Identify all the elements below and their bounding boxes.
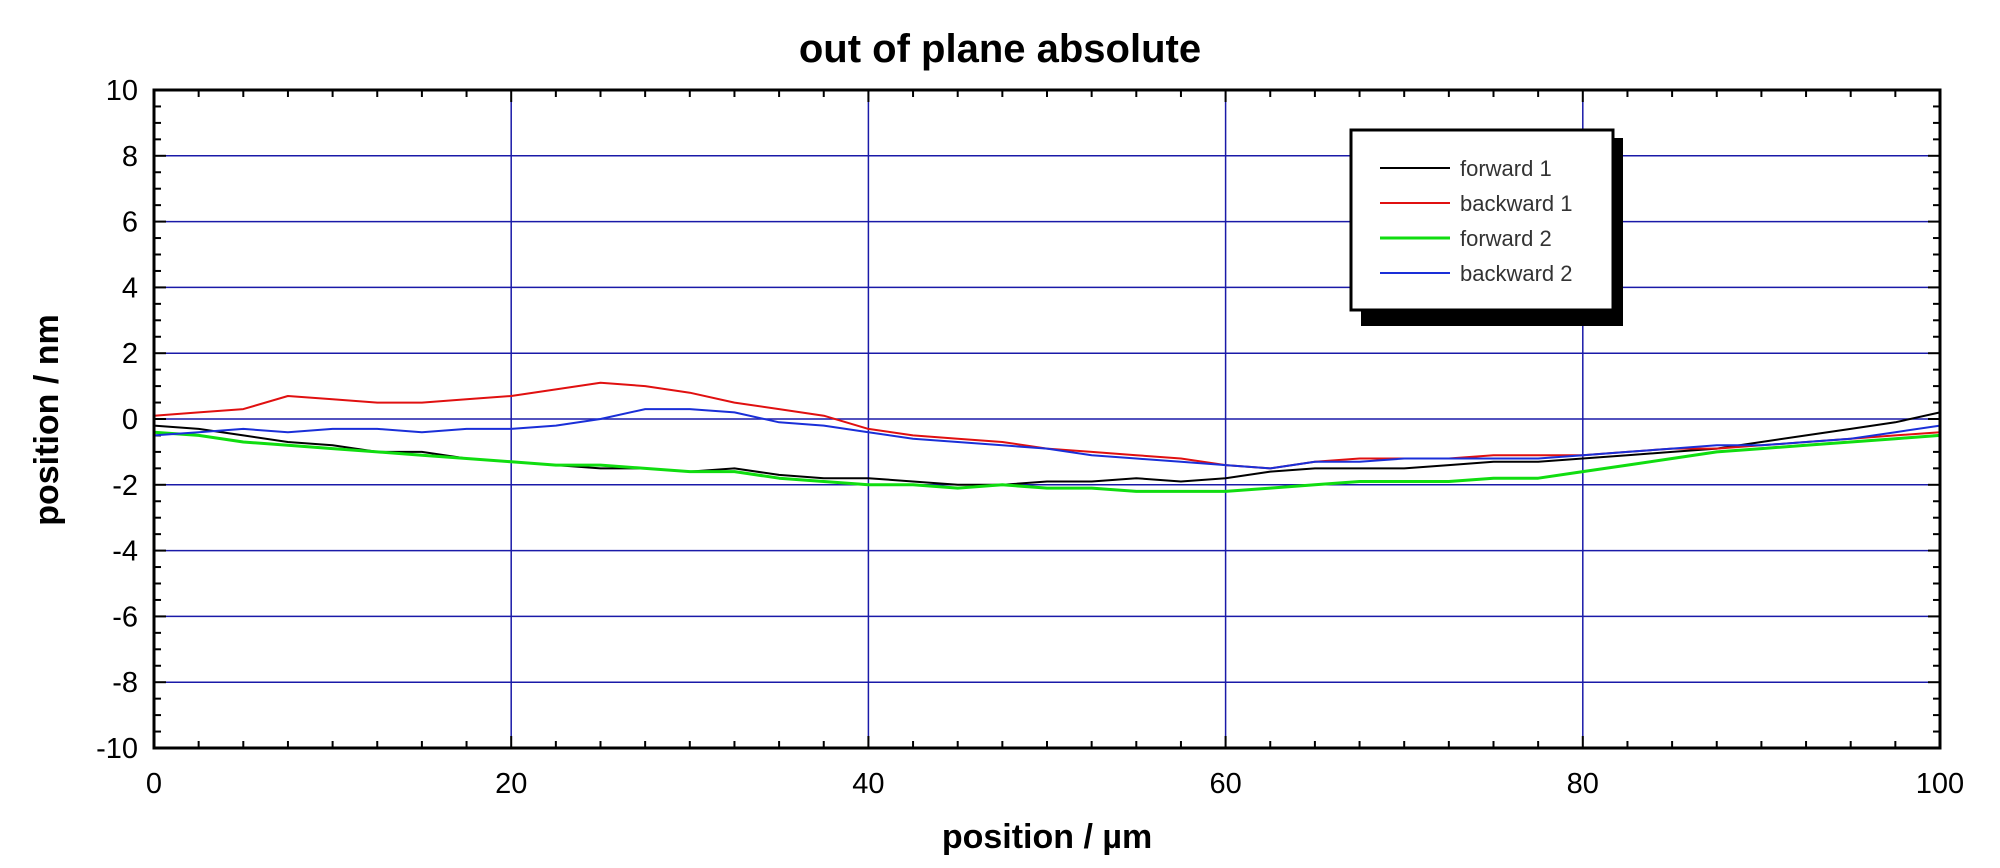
x-tick-label: 0	[146, 768, 162, 800]
x-tick-label: 60	[1209, 768, 1241, 800]
y-tick-label: -2	[112, 470, 138, 502]
y-tick-label: -10	[96, 733, 138, 765]
y-tick-label: 6	[122, 207, 138, 239]
x-tick-label: 40	[852, 768, 884, 800]
x-tick-label: 20	[495, 768, 527, 800]
legend-label: forward 2	[1460, 226, 1552, 251]
legend-label: backward 1	[1460, 191, 1573, 216]
series-line-backward-2	[153, 408, 1941, 470]
y-tick-label: -8	[112, 667, 138, 699]
x-tick-label: 80	[1567, 768, 1599, 800]
y-tick-label: 0	[122, 404, 138, 436]
series-line-forward-2	[153, 430, 1941, 493]
x-tick-labels: 0 20 40 60 80 100	[146, 768, 1964, 800]
y-tick-labels: -10 -8 -6 -4 -2 0 2 4 6 8 10	[96, 75, 138, 765]
legend: forward 1 backward 1 forward 2 backward 2	[1349, 128, 1623, 326]
chart-title: out of plane absolute	[799, 27, 1201, 71]
legend-box	[1349, 128, 1615, 312]
legend-label: backward 2	[1460, 261, 1573, 286]
y-tick-label: -4	[112, 536, 138, 568]
y-tick-label: 10	[106, 75, 138, 107]
y-tick-label: -6	[112, 601, 138, 633]
y-tick-label: 2	[122, 338, 138, 370]
x-tick-label: 100	[1916, 768, 1964, 800]
x-axis-label: position / µm	[942, 818, 1152, 856]
series-lines	[153, 381, 1941, 493]
y-tick-label: 4	[122, 272, 138, 304]
legend-label: forward 1	[1460, 156, 1552, 181]
y-axis-label: position / nm	[28, 314, 66, 526]
grid-lines	[154, 90, 1940, 748]
y-tick-label: 8	[122, 141, 138, 173]
plot-frame	[152, 88, 1942, 750]
